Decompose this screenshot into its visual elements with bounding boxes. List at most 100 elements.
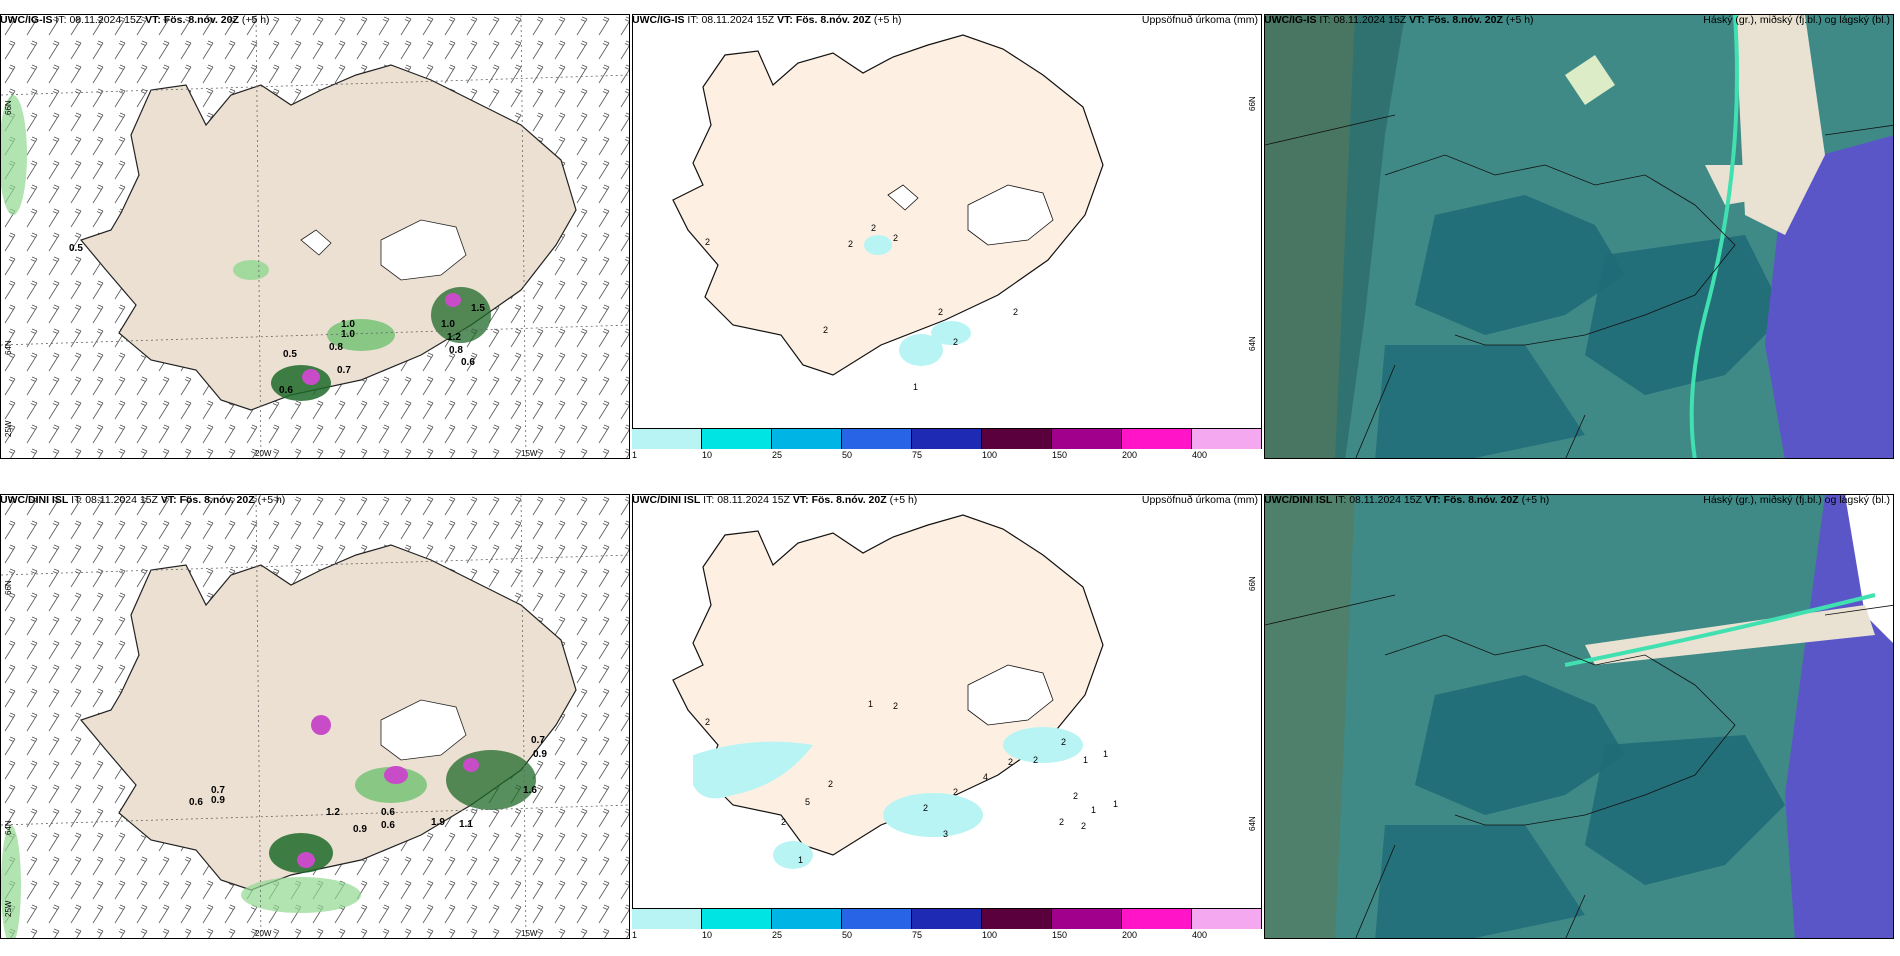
map-clouds	[1264, 494, 1894, 939]
panel-header: UWC/IG-IS IT: 08.11.2024 15Z VT: Fös. 8.…	[1264, 14, 1534, 26]
accum-label: 2	[938, 307, 943, 317]
precip-label: 0.9	[533, 749, 547, 760]
panel-header: UWC/IG-IS IT: 08.11.2024 15Z VT: Fös. 8.…	[632, 14, 902, 26]
accum-label: 2	[828, 779, 833, 789]
precip-label: 0.9	[353, 824, 367, 835]
accum-label: 2	[1013, 307, 1018, 317]
clouds-map-svg	[1265, 15, 1893, 458]
panel-top-right: UWC/IG-IS IT: 08.11.2024 15Z VT: Fös. 8.…	[1264, 14, 1894, 476]
wind-precip-map-svg: 0.6 0.7 0.9 1.2 0.9 0.6 0.6 1.9 1.1 1.6 …	[1, 495, 629, 938]
lat-label-64: 64N	[1248, 816, 1257, 831]
lat-label-64: 64N	[4, 340, 13, 355]
colorbar-labels: 1 10 25 50 75 100 150 200 400	[632, 930, 1208, 940]
accum-label: 2	[871, 223, 876, 233]
accum-label: 2	[953, 337, 958, 347]
accum-label: 1	[868, 699, 873, 709]
accum-label: 2	[1061, 737, 1066, 747]
precip-label: 0.6	[461, 357, 475, 368]
lat-label-64: 64N	[4, 820, 13, 835]
accum-label: 2	[781, 817, 786, 827]
panel-top-middle: 2 2 2 2 2 2 2 2 1 66N 64N 1 10 25 50 75 100 15…	[632, 14, 1262, 476]
clouds-map-svg	[1265, 495, 1893, 938]
precip-label: 0.6	[381, 807, 395, 818]
precip-label: 1.5	[471, 303, 485, 314]
accum-label: 1	[798, 855, 803, 865]
accum-label: 2	[893, 701, 898, 711]
precip-label: 0.7	[211, 785, 225, 796]
precip-label: 0.8	[329, 342, 343, 353]
lon-label-25: 25W	[4, 900, 13, 917]
accum-label: 2	[923, 803, 928, 813]
lat-label-64: 64N	[1248, 336, 1257, 351]
panel-title: Uppsöfnuð úrkoma (mm)	[1141, 14, 1258, 26]
panel-header: UWC/DINI ISL IT: 08.11.2024 15Z VT: Fös.…	[1264, 494, 1550, 506]
panel-title: Háský (gr.), miðský (fj.bl.) og lágský (…	[1703, 494, 1890, 506]
precip-label: 0.5	[69, 243, 83, 254]
accum-map-svg: 2 2 2 2 2 2 2 2 1 66N 64N	[672, 34, 1257, 392]
panel-title: Háský (gr.), miðský (fj.bl.) og lágský (…	[1703, 14, 1890, 26]
accum-label: 2	[705, 717, 710, 727]
precip-label: 1.1	[459, 819, 473, 830]
precip-label: 1.2	[447, 332, 461, 343]
precip-label: 0.9	[211, 795, 225, 806]
lon-label-15: 15W	[521, 929, 538, 938]
lon-label-15: 15W	[521, 449, 538, 458]
panel-header: UWC/IG-IS IT: 08.11.2024 15Z VT: Fös. 8.…	[0, 14, 270, 26]
map-accum-precip: 2 1 2 5 2 2 1 2 3 2 4 2 2 2 1 1 2 1 1 2 …	[632, 494, 1262, 919]
lat-label-66: 66N	[4, 580, 13, 595]
accum-label: 1	[1083, 755, 1088, 765]
map-wind-precip: 0.6 0.7 0.9 1.2 0.9 0.6 0.6 1.9 1.1 1.6 …	[0, 494, 630, 939]
accum-label: 1	[1113, 799, 1118, 809]
map-accum-precip: 2 2 2 2 2 2 2 2 1 66N 64N	[632, 14, 1262, 439]
accum-label: 2	[705, 237, 710, 247]
precip-colorbar	[632, 428, 1262, 449]
precip-label: 1.2	[326, 807, 340, 818]
iceland-land	[79, 544, 577, 891]
precip-label: 1.0	[341, 329, 355, 340]
accum-label: 2	[823, 325, 828, 335]
panel-header: UWC/DINI ISL IT: 08.11.2024 15Z VT: Fös.…	[632, 494, 918, 506]
precip-label: 0.6	[381, 820, 395, 831]
panel-header: UWC/DINI ISL IT: 08.11.2024 15Z VT: Fös.…	[0, 494, 286, 506]
iceland-land	[672, 34, 1104, 376]
accum-label: 3	[943, 829, 948, 839]
panel-bottom-left: 0.6 0.7 0.9 1.2 0.9 0.6 0.6 1.9 1.1 1.6 …	[0, 494, 630, 956]
accum-label: 1	[1103, 749, 1108, 759]
lon-label-20: 20W	[255, 449, 272, 458]
map-clouds	[1264, 14, 1894, 459]
panel-top-left: 0.5 1.0 1.0 0.8 0.5 0.7 0.6 1.5 1.0 1.2 …	[0, 14, 630, 476]
accum-label: 1	[913, 382, 918, 392]
accum-label: 1	[1091, 805, 1096, 815]
accum-map-svg: 2 1 2 5 2 2 1 2 3 2 4 2 2 2 1 1 2 1 1 2 …	[672, 514, 1257, 869]
accum-label: 2	[848, 239, 853, 249]
lon-label-20: 20W	[255, 929, 272, 938]
accum-label: 2	[1033, 755, 1038, 765]
map-wind-precip: 0.5 1.0 1.0 0.8 0.5 0.7 0.6 1.5 1.0 1.2 …	[0, 14, 630, 459]
accum-label: 5	[805, 797, 810, 807]
accum-label: 2	[893, 233, 898, 243]
wind-precip-map-svg: 0.5 1.0 1.0 0.8 0.5 0.7 0.6 1.5 1.0 1.2 …	[1, 15, 629, 458]
precip-label: 0.7	[337, 365, 351, 376]
precip-label: 0.8	[449, 345, 463, 356]
accum-label: 2	[953, 787, 958, 797]
precip-label: 1.0	[441, 319, 455, 330]
precip-label: 0.7	[531, 735, 545, 746]
lat-label-66: 66N	[4, 100, 13, 115]
precip-label: 1.0	[341, 319, 355, 330]
panel-bottom-right: UWC/DINI ISL IT: 08.11.2024 15Z VT: Fös.…	[1264, 494, 1894, 956]
precip-label: 0.5	[283, 349, 297, 360]
colorbar-labels: 1 10 25 50 75 100 150 200 400	[632, 450, 1208, 460]
panel-bottom-middle: 2 1 2 5 2 2 1 2 3 2 4 2 2 2 1 1 2 1 1 2 …	[632, 494, 1262, 956]
accum-label: 2	[1081, 821, 1086, 831]
accum-label: 2	[1073, 791, 1078, 801]
accum-label: 4	[983, 772, 988, 782]
accum-label: 2	[1059, 817, 1064, 827]
precip-label: 1.9	[431, 817, 445, 828]
lat-label-66: 66N	[1248, 96, 1257, 111]
panel-title: Uppsöfnuð úrkoma (mm)	[1141, 494, 1258, 506]
lon-label-25: 25W	[4, 420, 13, 437]
precip-label: 0.6	[279, 385, 293, 396]
precip-label: 1.6	[523, 785, 537, 796]
accum-label: 2	[1008, 757, 1013, 767]
precip-label: 0.6	[189, 797, 203, 808]
